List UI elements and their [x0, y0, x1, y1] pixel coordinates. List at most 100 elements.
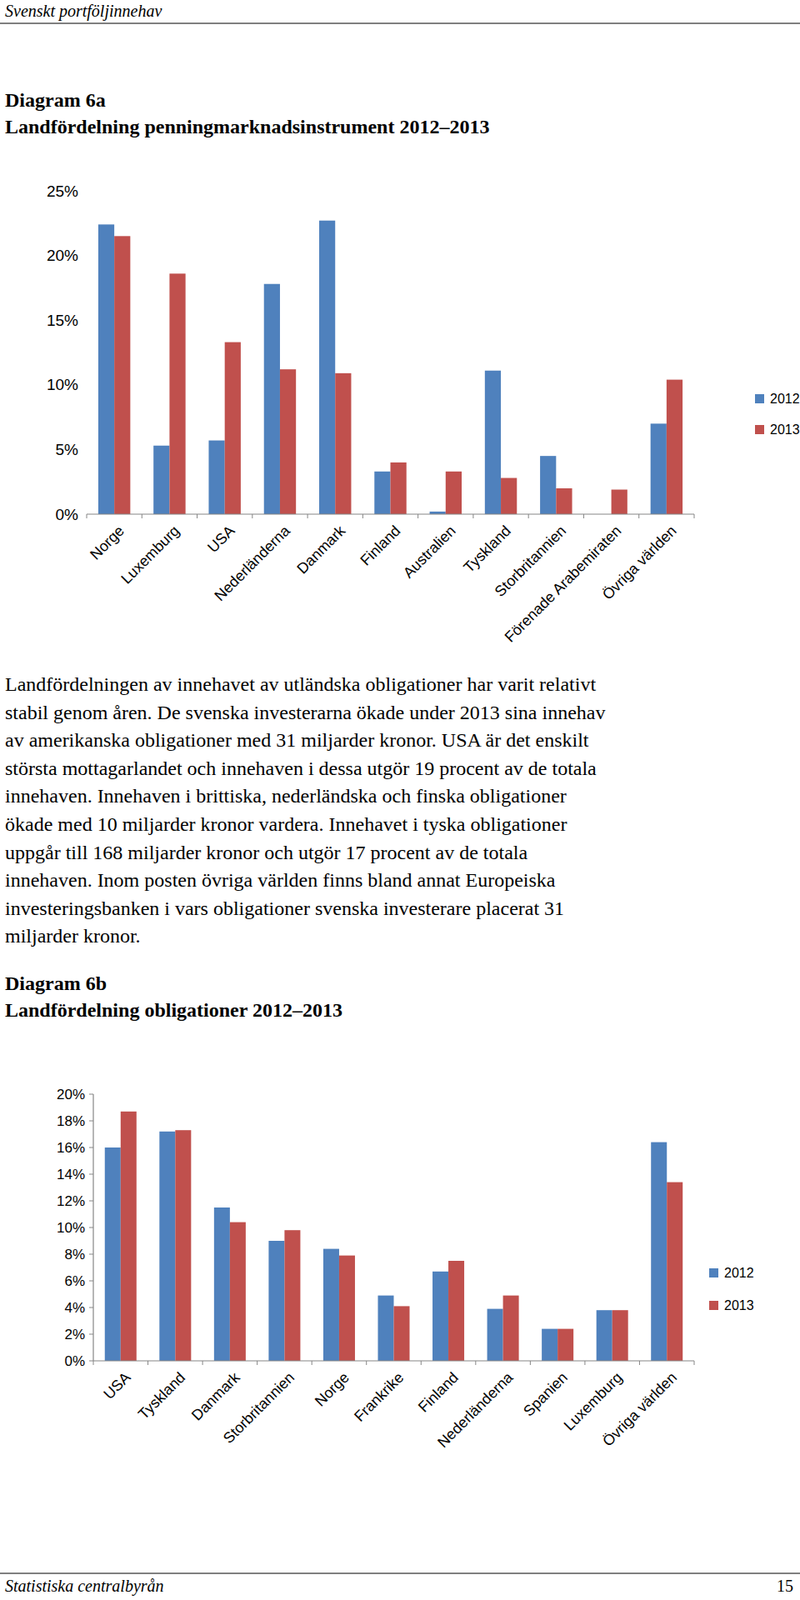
bar: [448, 1260, 465, 1361]
category-divider: [93, 1360, 95, 1365]
legend-swatch: [709, 1300, 719, 1310]
y-tick-label: 8%: [64, 1246, 85, 1263]
x-tick-label: Norge: [311, 1369, 353, 1410]
category-divider: [307, 514, 309, 519]
footer-rule: [0, 1573, 800, 1575]
category-divider: [202, 1360, 204, 1365]
category-divider: [420, 1360, 422, 1365]
category-divider: [639, 1360, 640, 1365]
tick-mark: [89, 1334, 94, 1335]
y-tick-label: 14%: [56, 1166, 85, 1183]
category-divider: [583, 514, 585, 519]
bar: [611, 490, 628, 515]
category-divider: [196, 514, 198, 519]
bar: [500, 478, 517, 515]
bars: [98, 220, 683, 515]
bar: [169, 273, 185, 515]
chart: Diagram 6bLandfördelning obligationer 20…: [5, 972, 755, 1451]
x-axis: [93, 1360, 695, 1361]
legend-label: 2013: [724, 1298, 755, 1313]
bar: [540, 455, 556, 515]
paragraph: Landfördelningen av innehavet av utländs…: [5, 673, 605, 947]
chart-title: Diagram 6b: [5, 972, 107, 995]
legend-swatch: [755, 425, 765, 435]
bar: [432, 1271, 449, 1361]
x-tick-label: USA: [204, 522, 238, 556]
paragraph-line: miljarder kronor.: [5, 925, 141, 947]
legend-label: 2012: [724, 1265, 755, 1280]
category-divider: [141, 514, 143, 519]
paragraph-line: innehaven. Innehaven i brittiska, nederl…: [5, 785, 567, 807]
bar: [319, 220, 335, 515]
bar: [225, 342, 241, 515]
category-divider: [475, 1360, 476, 1365]
x-tick-label: Frankrike: [350, 1369, 407, 1425]
bar: [268, 1240, 285, 1361]
chart-subtitle: Landfördelning penningmarknadsinstrument…: [5, 115, 490, 138]
page-number: 15: [776, 1576, 794, 1595]
paragraph-line: stabil genom åren. De svenska investerar…: [5, 701, 605, 724]
bar: [120, 1111, 137, 1361]
bar: [596, 1310, 613, 1361]
page: Svenskt portföljinnehavDiagram 6aLandför…: [0, 0, 800, 1600]
tick-mark: [89, 1147, 94, 1149]
paragraph-line: ökade med 10 miljarder kronor vardera. I…: [5, 813, 567, 835]
x-tick-label: Norge: [86, 522, 128, 564]
x-tick-label: Storbritannien: [220, 1369, 298, 1447]
bar: [339, 1255, 355, 1361]
y-tick-label: 0%: [64, 1353, 85, 1370]
paragraph-line: största mottagarlandet och innehaven i d…: [5, 757, 597, 780]
x-tick-label: Nederländerna: [434, 1368, 517, 1451]
category-divider: [86, 514, 88, 519]
category-divider: [530, 1360, 531, 1365]
paragraph-line: Landfördelningen av innehavet av utländs…: [5, 673, 596, 695]
tick-mark: [89, 1307, 94, 1309]
y-tick-label: 20%: [56, 1086, 85, 1103]
bar: [394, 1305, 410, 1361]
y-tick-label: 15%: [46, 311, 79, 330]
tick-mark: [89, 1120, 94, 1122]
bar: [541, 1329, 558, 1361]
tick-mark: [89, 1174, 94, 1175]
x-tick-label: Finland: [356, 522, 404, 570]
y-tick-label: 0%: [55, 505, 80, 524]
paragraph-line: investeringsbanken i vars obligationer s…: [5, 897, 565, 920]
legend-label: 2013: [770, 422, 800, 437]
bar: [503, 1295, 520, 1361]
bar: [175, 1130, 191, 1361]
category-divider: [694, 514, 695, 519]
category-divider: [256, 1360, 258, 1365]
bar: [650, 423, 667, 515]
bar: [612, 1310, 629, 1361]
y-tick-label: 10%: [56, 1220, 85, 1236]
bar: [214, 1207, 230, 1361]
category-divider: [147, 1360, 149, 1365]
bar: [650, 1142, 667, 1361]
x-tick-label: Australien: [400, 522, 460, 582]
x-tick-label: Övriga världen: [599, 522, 680, 604]
chart: Diagram 6aLandfördelning penningmarknads…: [5, 89, 800, 646]
tick-mark: [89, 1200, 94, 1202]
bar: [445, 471, 462, 515]
y-tick-label: 18%: [56, 1113, 85, 1130]
bar: [666, 380, 683, 515]
y-tick-label: 5%: [55, 440, 80, 459]
x-tick-label: Finland: [415, 1369, 462, 1416]
x-axis: [86, 513, 695, 515]
x-tick-label: Luxemburg: [117, 522, 183, 588]
x-tick-label: Spanien: [520, 1369, 571, 1420]
x-tick-label: Danmark: [293, 521, 349, 577]
category-divider: [638, 514, 640, 519]
paragraph-line: av amerikanska obligationer med 31 milja…: [5, 729, 590, 751]
bar: [284, 1230, 300, 1361]
tick-mark: [89, 1094, 94, 1095]
tick-mark: [89, 1254, 94, 1255]
bar: [666, 1182, 683, 1361]
x-tick-label: Tyskland: [460, 522, 515, 576]
bar: [374, 471, 390, 515]
tick-mark: [89, 1360, 94, 1362]
bar: [390, 462, 407, 515]
category-divider: [694, 1360, 695, 1365]
paragraph-line: uppgår till 168 miljarder kronor och utg…: [5, 841, 529, 864]
bars: [105, 1111, 683, 1361]
